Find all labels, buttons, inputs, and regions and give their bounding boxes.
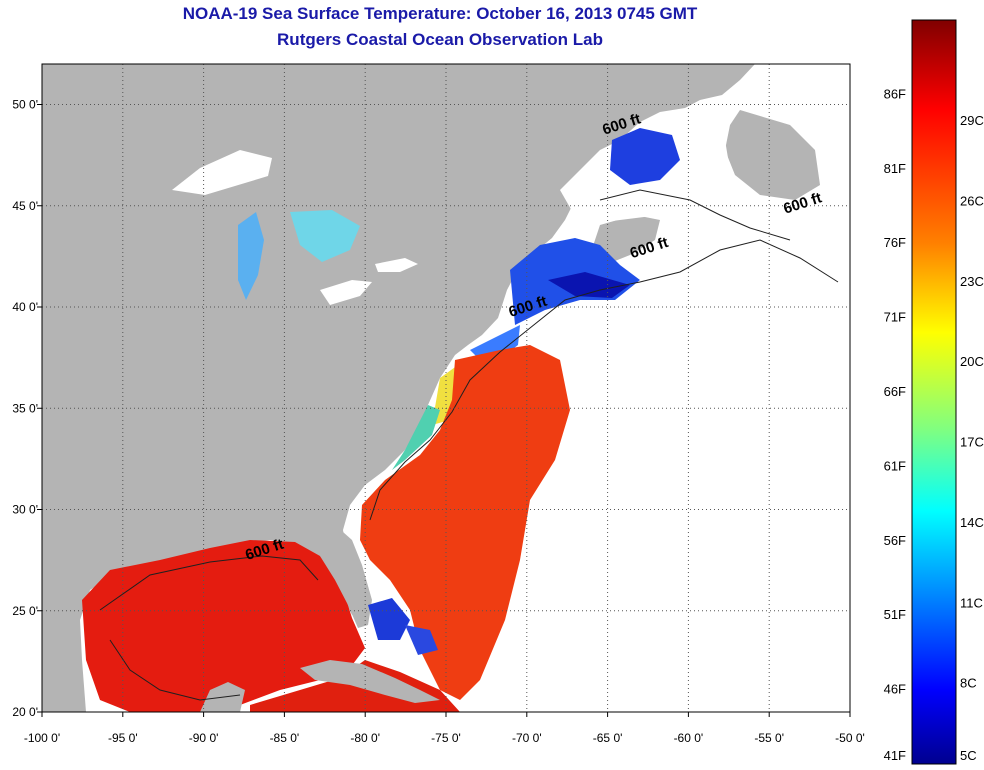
lat-tick-label: 35 0' (12, 401, 38, 415)
gulf-of-mexico-water (82, 540, 365, 712)
lake-huron (290, 210, 360, 262)
cuba-land (300, 660, 440, 703)
lon-tick-label: -95 0' (108, 731, 138, 745)
lake-michigan (238, 212, 264, 300)
gulf-st-lawrence-cold (610, 128, 680, 185)
colorbar-c-label: 26C (960, 194, 984, 209)
colorbar-f-label: 66F (884, 384, 906, 399)
isobath-600ft-gulf (99, 555, 319, 701)
isobath-600ft-atlantic (369, 239, 839, 521)
isobath-600ft-north (599, 189, 791, 241)
colorbar-f-label: 76F (884, 235, 906, 250)
colorbar-f-label: 81F (884, 161, 906, 176)
lat-tick-label: 25 0' (12, 604, 38, 618)
colorbar-c-label: 14C (960, 515, 984, 530)
colorbar-c-label: 20C (960, 354, 984, 369)
lat-tick-label: 40 0' (12, 300, 38, 314)
lake-erie (320, 280, 372, 305)
colorbar-c-label: 29C (960, 113, 984, 128)
lon-tick-label: -75 0' (431, 731, 461, 745)
graticule (42, 64, 850, 712)
colorbar-fahrenheit-labels: 86F 81F 76F 71F 66F 61F 56F 51F 46F 41F (884, 86, 906, 763)
newfoundland-land (725, 110, 820, 200)
colorbar-f-label: 46F (884, 682, 906, 697)
colorbar-c-label: 17C (960, 435, 984, 450)
colorbar-f-label: 61F (884, 458, 906, 473)
lake-superior (172, 150, 272, 195)
longitude-axis: -100 0' -95 0' -90 0' -85 0' -80 0' -75 0' -70… (24, 712, 865, 745)
chart-title: NOAA-19 Sea Surface Temperature: October… (182, 4, 698, 23)
lat-tick-label: 20 0' (12, 705, 38, 719)
bahamas-shallows (368, 598, 410, 640)
lat-tick-label: 45 0' (12, 199, 38, 213)
lake-ontario (375, 258, 418, 272)
colorbar-c-label: 5C (960, 748, 977, 763)
colorbar-c-label: 11C (960, 595, 983, 610)
lon-tick-label: -90 0' (189, 731, 219, 745)
lon-tick-label: -100 0' (24, 731, 60, 745)
nearshore-teal-band (392, 405, 440, 470)
lon-tick-label: -65 0' (593, 731, 623, 745)
colorbar-f-label: 71F (884, 310, 906, 325)
colorbar-f-label: 41F (884, 748, 906, 763)
bahamas-shallows-east (405, 625, 438, 655)
lon-tick-label: -50 0' (835, 731, 865, 745)
colorbar-celsius-labels: 29C 26C 23C 20C 17C 14C 11C 8C 5C (960, 113, 984, 763)
lat-tick-label: 30 0' (12, 503, 38, 517)
lon-tick-label: -55 0' (754, 731, 784, 745)
chart-subtitle: Rutgers Coastal Ocean Observation Lab (277, 30, 603, 49)
lon-tick-label: -85 0' (270, 731, 300, 745)
lat-tick-label: 50 0' (12, 98, 38, 112)
atlantic-warm-water (360, 345, 570, 700)
lon-tick-label: -80 0' (350, 731, 380, 745)
lon-tick-label: -60 0' (674, 731, 704, 745)
colorbar-c-label: 23C (960, 274, 984, 289)
florida-land (320, 532, 372, 628)
latitude-axis: 20 0' 25 0' 30 0' 35 0' 40 0' 45 0' 50 0' (12, 98, 42, 719)
colorbar (911, 19, 957, 765)
colorbar-f-label: 51F (884, 607, 906, 622)
colorbar-f-label: 56F (884, 533, 906, 548)
colorbar-c-label: 8C (960, 676, 977, 691)
georges-bank-cold (548, 272, 630, 298)
colorbar-f-label: 86F (884, 86, 906, 101)
lon-tick-label: -70 0' (512, 731, 542, 745)
